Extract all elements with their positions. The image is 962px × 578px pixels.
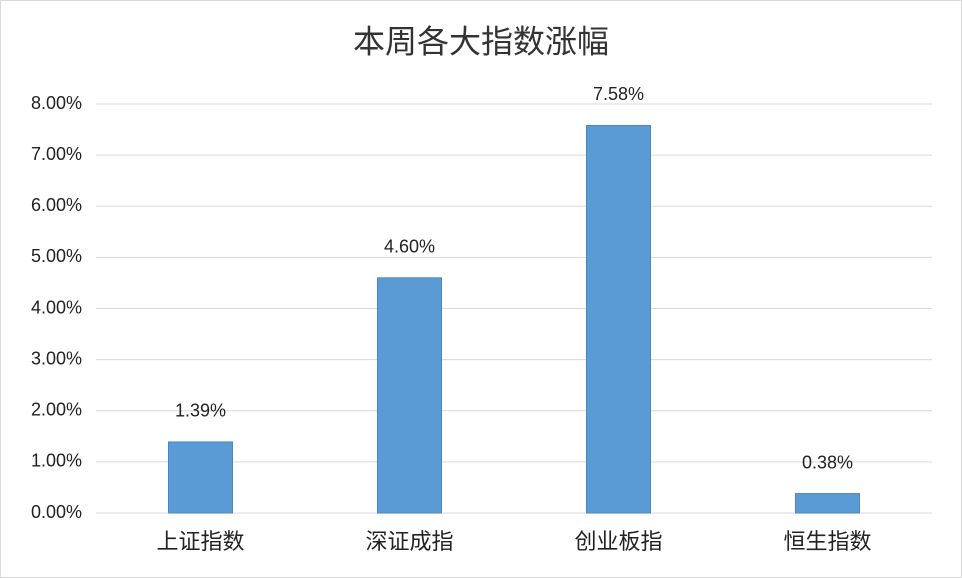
y-tick-label: 2.00% bbox=[31, 400, 82, 420]
data-label: 1.39% bbox=[175, 401, 226, 421]
data-label: 4.60% bbox=[384, 237, 435, 257]
y-tick-label: 3.00% bbox=[31, 348, 82, 368]
y-tick-label: 1.00% bbox=[31, 451, 82, 471]
x-tick-label: 深证成指 bbox=[365, 529, 453, 554]
bar bbox=[795, 493, 860, 514]
y-tick-label: 8.00% bbox=[31, 93, 82, 113]
y-tick-label: 7.00% bbox=[31, 144, 82, 164]
bar bbox=[586, 124, 651, 514]
y-tick-label: 4.00% bbox=[31, 297, 82, 317]
x-tick-label: 恒生指数 bbox=[783, 529, 871, 554]
data-label: 0.38% bbox=[802, 452, 853, 472]
y-tick-label: 6.00% bbox=[31, 195, 82, 215]
x-tick-label: 上证指数 bbox=[156, 529, 244, 554]
y-tick-label: 5.00% bbox=[31, 246, 82, 266]
bar bbox=[168, 441, 233, 514]
y-tick-label: 0.00% bbox=[31, 502, 82, 522]
chart-title: 本周各大指数涨幅 bbox=[353, 23, 609, 59]
bar bbox=[377, 277, 442, 514]
x-tick-label: 创业板指 bbox=[574, 529, 662, 554]
data-label: 7.58% bbox=[593, 84, 644, 104]
